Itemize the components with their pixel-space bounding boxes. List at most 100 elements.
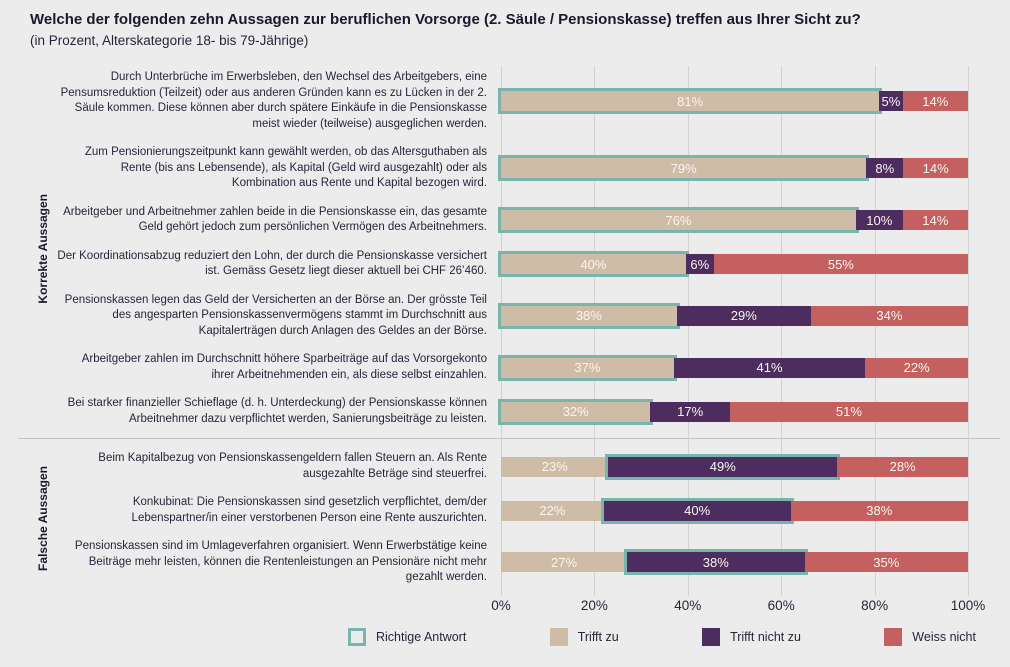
gridline <box>968 66 969 596</box>
bar-value: 22% <box>539 503 566 518</box>
stacked-bar: 38% 29% 34% <box>498 302 968 329</box>
bar-value: 8% <box>875 160 895 176</box>
bar-segment-trifft-zu: 27% <box>501 552 628 573</box>
stacked-bar: 76% 10% 14% <box>498 207 968 233</box>
bar-value: 14% <box>922 93 949 109</box>
bar-value: 55% <box>827 256 854 272</box>
chart-subtitle: (in Prozent, Alterskategorie 18- bis 79-… <box>30 33 309 48</box>
bar-value: 35% <box>873 554 900 570</box>
stacked-bar: 40% 6% 55% <box>498 251 969 277</box>
x-axis: 0% 20% 40% 60% 80% 100% <box>491 594 985 618</box>
statement-row: Beim Kapitalbezug von Pensionskassengeld… <box>56 451 990 482</box>
gridline <box>781 66 783 596</box>
group-label-gutter: Falsche Aussagen <box>30 451 56 586</box>
statement-row: Der Koordinationsabzug reduziert den Loh… <box>56 249 990 280</box>
bar-segment-weiss-nicht: 34% <box>810 305 968 326</box>
group-label: Falsche Aussagen <box>36 465 50 571</box>
bar-segment-trifft-zu: 23% <box>501 456 609 477</box>
bar-value: 14% <box>922 212 949 228</box>
bar-segment-trifft-zu: 81% <box>497 88 883 114</box>
bar-segment-trifft-nicht-zu: 10% <box>855 210 903 230</box>
stacked-bar: 32% 17% 51% <box>497 398 968 425</box>
bar-segment-weiss-nicht: 38% <box>790 500 968 521</box>
statement-label: Pensionskassen sind im Umlageverfahren o… <box>74 540 487 583</box>
bar-segment-weiss-nicht: 14% <box>902 210 968 230</box>
bar-value: 23% <box>541 459 568 474</box>
bar-value: 6% <box>690 256 710 272</box>
bar-segment-trifft-nicht-zu: 38% <box>624 549 808 576</box>
statement-row: Durch Unterbrüche im Erwerbsleben, den W… <box>56 70 990 132</box>
group-korrekte-aussagen: Korrekte Aussagen Durch Unterbrüche im E… <box>30 70 990 427</box>
stacked-bar: 79% 8% 14% <box>497 155 968 182</box>
statement-row: Arbeitgeber zahlen im Durchschnitt höher… <box>56 352 990 383</box>
gridline <box>594 66 596 596</box>
group-falsche-aussagen: Falsche Aussagen Beim Kapitalbezug von P… <box>30 451 990 586</box>
legend-item-trifft-nicht-zu: Trifft nicht zu <box>702 627 801 646</box>
bar-segment-trifft-zu: 76% <box>498 207 859 233</box>
bar-segment-weiss-nicht: 14% <box>902 91 968 111</box>
legend-item-trifft-zu: Trifft zu <box>549 627 619 646</box>
statement-row: Bei starker finanzieller Schieflage (d. … <box>56 396 990 427</box>
bar-value: 38% <box>702 554 729 570</box>
bar-segment-trifft-nicht-zu: 49% <box>605 453 841 480</box>
bar-segment-trifft-nicht-zu: 6% <box>685 254 714 274</box>
axis-tick-label: 100% <box>950 597 986 613</box>
gridlines <box>501 66 969 596</box>
group-label-gutter: Korrekte Aussagen <box>30 70 56 427</box>
bar-value: 40% <box>684 503 711 518</box>
legend-swatch-trifft-zu-icon <box>549 627 568 646</box>
statement-label: Arbeitgeber und Arbeitnehmer zahlen beid… <box>63 205 487 234</box>
stacked-bar: 22% 40% 38% <box>501 497 968 524</box>
bar-value: 76% <box>665 212 692 228</box>
bar-segment-trifft-zu: 32% <box>497 398 654 425</box>
legend: Richtige Antwort Trifft zu Trifft nicht … <box>348 627 976 646</box>
legend-label: Trifft zu <box>577 629 619 644</box>
statement-label: Der Koordinationsabzug reduziert den Loh… <box>57 249 487 278</box>
statement-label: Durch Unterbrüche im Erwerbsleben, den W… <box>60 71 487 130</box>
group-label: Korrekte Aussagen <box>36 193 50 304</box>
bar-value: 5% <box>881 93 901 109</box>
statement-row: Arbeitgeber und Arbeitnehmer zahlen beid… <box>56 205 990 236</box>
bar-value: 28% <box>889 459 916 474</box>
bar-value: 14% <box>922 160 949 176</box>
legend-label: Weiss nicht <box>912 629 976 644</box>
bar-value: 29% <box>730 308 757 324</box>
gridline <box>501 66 502 596</box>
legend-label: Trifft nicht zu <box>730 629 801 644</box>
legend-swatch-weiss-nicht-icon <box>884 627 903 646</box>
legend-swatch-outline-icon <box>348 627 366 646</box>
bar-value: 81% <box>677 93 704 109</box>
statement-label: Konkubinat: Die Pensionskassen sind gese… <box>131 496 487 524</box>
bar-value: 37% <box>574 360 601 375</box>
bar-segment-weiss-nicht: 28% <box>837 456 968 477</box>
stacked-bar: 81% 5% 14% <box>497 88 968 114</box>
bar-value: 79% <box>670 160 697 176</box>
bar-segment-trifft-nicht-zu: 40% <box>600 497 794 524</box>
statement-label: Pensionskassen legen das Geld der Versic… <box>64 293 487 337</box>
page-title: Welche der folgenden zehn Aussagen zur b… <box>30 11 861 28</box>
bar-value: 40% <box>580 256 607 272</box>
axis-tick-label: 20% <box>580 597 608 613</box>
axis-tick-label: 60% <box>767 597 795 613</box>
axis-tick-label: 80% <box>861 597 889 613</box>
legend-swatch-trifft-nicht-zu-icon <box>702 627 721 646</box>
bar-segment-weiss-nicht: 35% <box>804 552 968 573</box>
statement-row: Pensionskassen legen das Geld der Versic… <box>56 293 990 340</box>
chart-plot-area: Korrekte Aussagen Durch Unterbrüche im E… <box>18 66 1000 596</box>
bar-segment-trifft-zu: 79% <box>497 155 870 182</box>
statement-label: Beim Kapitalbezug von Pensionskassengeld… <box>98 452 487 480</box>
bar-segment-trifft-zu: 38% <box>498 302 680 329</box>
gridline <box>687 66 689 596</box>
group-divider <box>18 438 1000 439</box>
axis-tick-label: 0% <box>491 597 511 613</box>
statement-label: Arbeitgeber zahlen im Durchschnitt höher… <box>81 353 487 381</box>
bar-value: 38% <box>866 503 893 518</box>
statement-row: Zum Pensionierungszeitpunkt kann gewählt… <box>56 145 990 192</box>
group-rows: Durch Unterbrüche im Erwerbsleben, den W… <box>56 70 990 427</box>
bar-segment-weiss-nicht: 51% <box>729 401 968 422</box>
stacked-bar-chart: Korrekte Aussagen Durch Unterbrüche im E… <box>18 66 1000 646</box>
bar-value: 10% <box>866 212 893 228</box>
statement-row: Pensionskassen sind im Umlageverfahren o… <box>56 539 990 586</box>
stacked-bar: 37% 41% 22% <box>498 354 968 381</box>
